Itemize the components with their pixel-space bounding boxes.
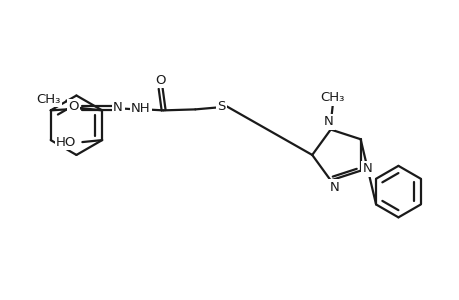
Text: N: N	[329, 181, 339, 194]
Text: HO: HO	[56, 136, 76, 148]
Text: S: S	[217, 100, 225, 113]
Text: O: O	[68, 100, 78, 113]
Text: CH₃: CH₃	[36, 93, 61, 106]
Text: O: O	[155, 74, 166, 87]
Text: CH₃: CH₃	[320, 91, 344, 104]
Text: N: N	[362, 162, 372, 175]
Text: N: N	[323, 115, 333, 128]
Text: N: N	[113, 101, 123, 114]
Text: NH: NH	[131, 102, 151, 115]
